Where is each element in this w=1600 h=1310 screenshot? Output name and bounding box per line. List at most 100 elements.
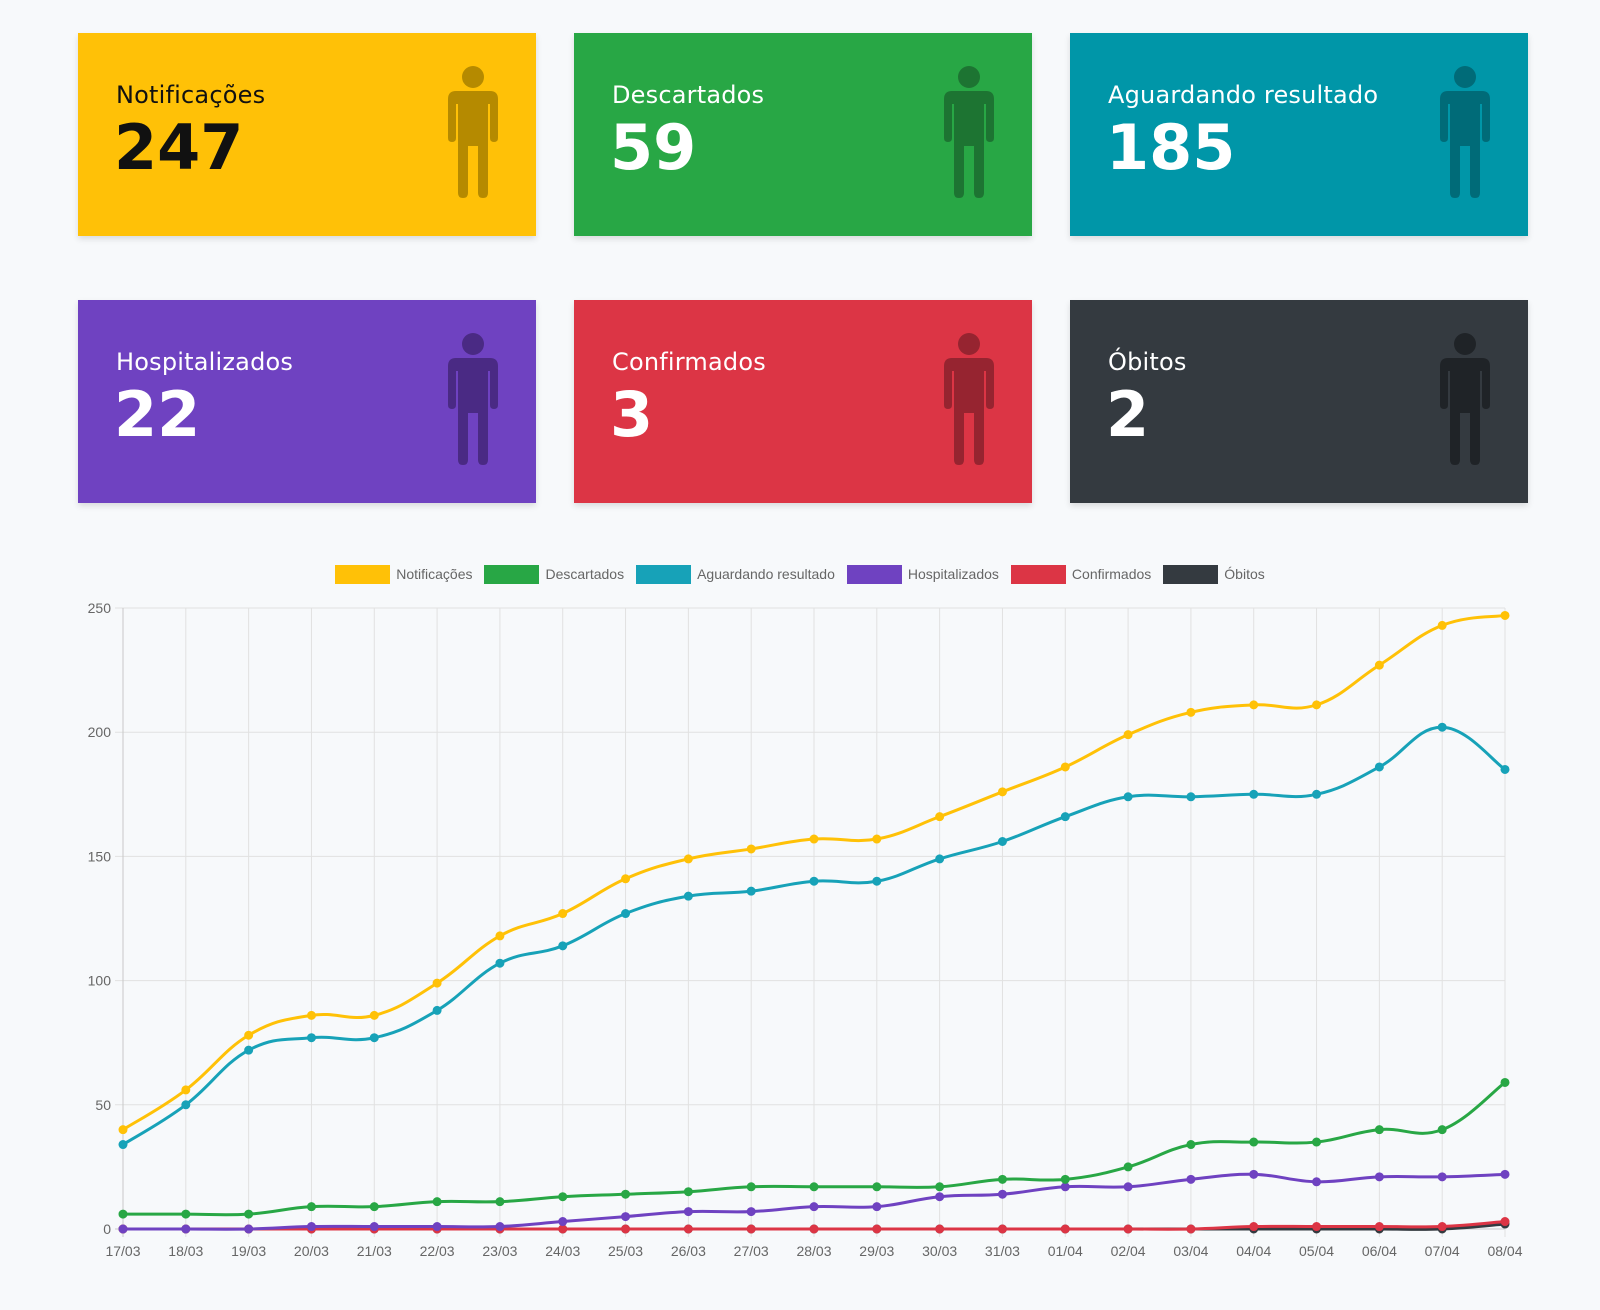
data-point[interactable] <box>1123 1182 1133 1192</box>
data-point[interactable] <box>683 891 693 901</box>
data-point[interactable] <box>369 1010 379 1020</box>
data-point[interactable] <box>746 844 756 854</box>
data-point[interactable] <box>558 941 568 951</box>
data-point[interactable] <box>1186 1140 1196 1150</box>
data-point[interactable] <box>1123 792 1133 802</box>
data-point[interactable] <box>244 1045 254 1055</box>
legend-item[interactable]: Descartados <box>484 564 624 584</box>
data-point[interactable] <box>244 1224 254 1234</box>
data-point[interactable] <box>809 1224 819 1234</box>
data-point[interactable] <box>872 1202 882 1212</box>
data-point[interactable] <box>935 812 945 822</box>
data-point[interactable] <box>1437 1172 1447 1182</box>
data-point[interactable] <box>1249 789 1259 799</box>
data-point[interactable] <box>118 1125 128 1135</box>
data-point[interactable] <box>997 1174 1007 1184</box>
data-point[interactable] <box>1500 1217 1510 1227</box>
data-point[interactable] <box>1312 1177 1322 1187</box>
data-point[interactable] <box>181 1085 191 1095</box>
legend-item[interactable]: Notificações <box>335 564 472 584</box>
data-point[interactable] <box>809 876 819 886</box>
data-point[interactable] <box>1312 789 1322 799</box>
data-point[interactable] <box>1249 700 1259 710</box>
data-point[interactable] <box>244 1030 254 1040</box>
data-point[interactable] <box>181 1224 191 1234</box>
data-point[interactable] <box>1123 1224 1133 1234</box>
data-point[interactable] <box>1060 1182 1070 1192</box>
data-point[interactable] <box>621 874 631 884</box>
data-point[interactable] <box>997 1189 1007 1199</box>
data-point[interactable] <box>746 1182 756 1192</box>
data-point[interactable] <box>1374 1222 1384 1232</box>
data-point[interactable] <box>244 1209 254 1219</box>
data-point[interactable] <box>306 1202 316 1212</box>
data-point[interactable] <box>495 958 505 968</box>
data-point[interactable] <box>683 1224 693 1234</box>
data-point[interactable] <box>118 1140 128 1150</box>
data-point[interactable] <box>935 1182 945 1192</box>
data-point[interactable] <box>558 909 568 919</box>
data-point[interactable] <box>1060 1174 1070 1184</box>
data-point[interactable] <box>621 1212 631 1222</box>
data-point[interactable] <box>1249 1222 1259 1232</box>
data-point[interactable] <box>809 834 819 844</box>
data-point[interactable] <box>872 1182 882 1192</box>
data-point[interactable] <box>1374 1125 1384 1135</box>
data-point[interactable] <box>181 1209 191 1219</box>
data-point[interactable] <box>746 886 756 896</box>
data-point[interactable] <box>746 1224 756 1234</box>
data-point[interactable] <box>118 1224 128 1234</box>
legend-item[interactable]: Óbitos <box>1163 564 1265 584</box>
data-point[interactable] <box>495 1222 505 1232</box>
data-point[interactable] <box>1312 1137 1322 1147</box>
data-point[interactable] <box>872 1224 882 1234</box>
data-point[interactable] <box>369 1202 379 1212</box>
data-point[interactable] <box>1186 707 1196 717</box>
data-point[interactable] <box>1500 1077 1510 1087</box>
data-point[interactable] <box>935 1192 945 1202</box>
data-point[interactable] <box>1437 620 1447 630</box>
data-point[interactable] <box>1500 1169 1510 1179</box>
data-point[interactable] <box>1374 762 1384 772</box>
data-point[interactable] <box>1186 792 1196 802</box>
data-point[interactable] <box>872 834 882 844</box>
data-point[interactable] <box>1249 1169 1259 1179</box>
data-point[interactable] <box>495 931 505 941</box>
data-point[interactable] <box>997 787 1007 797</box>
data-point[interactable] <box>621 1189 631 1199</box>
data-point[interactable] <box>1060 1224 1070 1234</box>
data-point[interactable] <box>683 1187 693 1197</box>
data-point[interactable] <box>306 1033 316 1043</box>
data-point[interactable] <box>369 1222 379 1232</box>
data-point[interactable] <box>369 1033 379 1043</box>
data-point[interactable] <box>872 876 882 886</box>
data-point[interactable] <box>1312 700 1322 710</box>
data-point[interactable] <box>432 978 442 988</box>
data-point[interactable] <box>1437 1125 1447 1135</box>
data-point[interactable] <box>1249 1137 1259 1147</box>
data-point[interactable] <box>935 854 945 864</box>
data-point[interactable] <box>997 836 1007 846</box>
data-point[interactable] <box>1437 722 1447 732</box>
data-point[interactable] <box>683 1207 693 1217</box>
data-point[interactable] <box>306 1010 316 1020</box>
data-point[interactable] <box>1123 1162 1133 1172</box>
data-point[interactable] <box>558 1224 568 1234</box>
data-point[interactable] <box>997 1224 1007 1234</box>
data-point[interactable] <box>1437 1222 1447 1232</box>
legend-item[interactable]: Confirmados <box>1010 564 1151 584</box>
data-point[interactable] <box>809 1182 819 1192</box>
data-point[interactable] <box>1186 1224 1196 1234</box>
data-point[interactable] <box>1060 762 1070 772</box>
data-point[interactable] <box>1500 610 1510 620</box>
data-point[interactable] <box>683 854 693 864</box>
data-point[interactable] <box>746 1207 756 1217</box>
data-point[interactable] <box>1374 1172 1384 1182</box>
data-point[interactable] <box>558 1217 568 1227</box>
data-point[interactable] <box>1186 1174 1196 1184</box>
data-point[interactable] <box>558 1192 568 1202</box>
data-point[interactable] <box>809 1202 819 1212</box>
data-point[interactable] <box>1374 660 1384 670</box>
data-point[interactable] <box>432 1005 442 1015</box>
data-point[interactable] <box>118 1209 128 1219</box>
